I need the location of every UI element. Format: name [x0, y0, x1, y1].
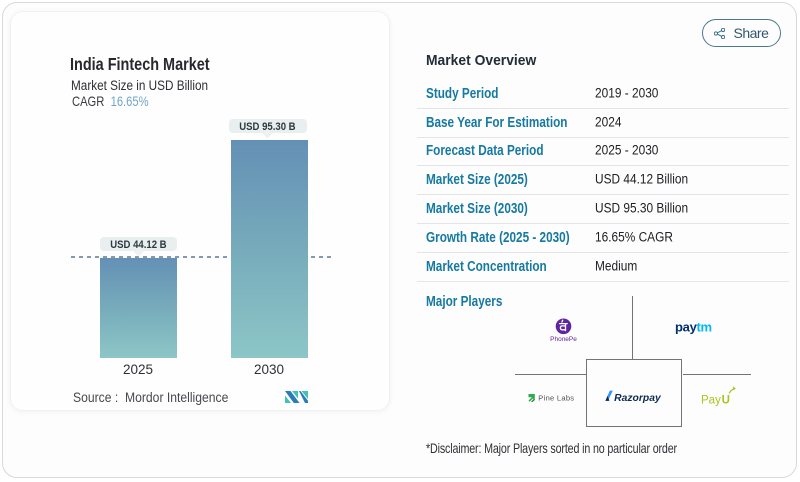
- svg-text:Pine Labs: Pine Labs: [538, 393, 574, 402]
- svg-text:Razorpay: Razorpay: [614, 393, 661, 403]
- svg-text:paytm: paytm: [675, 320, 712, 335]
- svg-text:PhonePe: PhonePe: [550, 336, 577, 343]
- svg-text:U: U: [721, 395, 729, 407]
- svg-text:Pay: Pay: [701, 395, 721, 407]
